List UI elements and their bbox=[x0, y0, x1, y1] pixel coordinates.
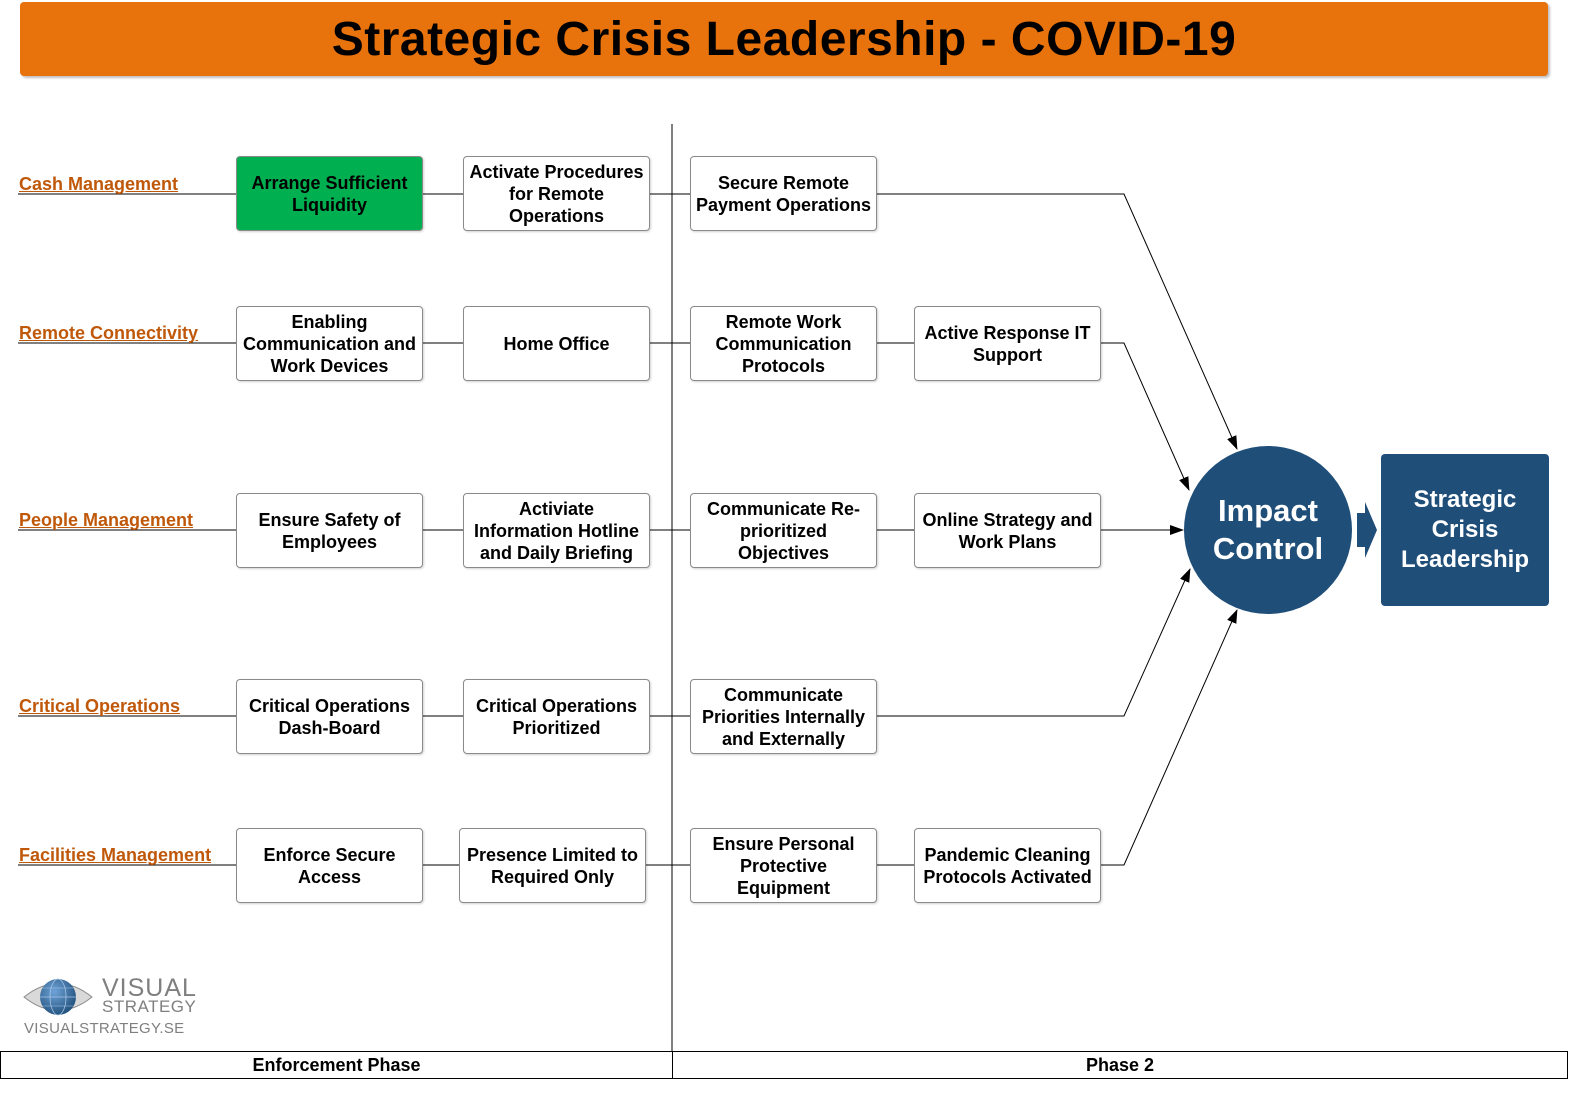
box-communicate-priorities: Communicate Priorities Internally and Ex… bbox=[690, 679, 877, 754]
box-ensure-safety-employees: Ensure Safety of Employees bbox=[236, 493, 423, 568]
logo-url: VISUALSTRATEGY.SE bbox=[24, 1020, 185, 1037]
row-label-people-management[interactable]: People Management bbox=[19, 510, 194, 530]
logo-line-2: STRATEGY bbox=[102, 997, 197, 1016]
arrow-to-impact bbox=[1101, 609, 1238, 866]
box-communicate-objectives: Communicate Re-prioritized Objectives bbox=[690, 493, 877, 568]
row-label-critical-operations[interactable]: Critical Operations bbox=[19, 696, 181, 716]
box-arrange-sufficient-liquidity: Arrange Sufficient Liquidity bbox=[236, 156, 423, 231]
row-label-cash-management[interactable]: Cash Management bbox=[19, 174, 179, 194]
arrow-to-impact bbox=[877, 568, 1191, 717]
box-information-hotline: Activiate Information Hotline and Daily … bbox=[463, 493, 650, 568]
box-protective-equipment: Ensure Personal Protective Equipment bbox=[690, 828, 877, 903]
arrow-to-impact bbox=[1101, 342, 1190, 491]
box-pandemic-cleaning: Pandemic Cleaning Protocols Activated bbox=[914, 828, 1101, 903]
box-secure-remote-payment: Secure Remote Payment Operations bbox=[690, 156, 877, 231]
title-bar: Strategic Crisis Leadership - COVID-19 bbox=[20, 2, 1548, 76]
phase-2: Phase 2 bbox=[1085, 1054, 1155, 1075]
phase-enforcement: Enforcement Phase bbox=[1, 1052, 673, 1078]
logo-line-1: VISUAL bbox=[102, 974, 197, 1002]
box-enabling-communication-devices: Enabling Communication and Work Devices bbox=[236, 306, 423, 381]
visual-strategy-logo: VISUAL STRATEGY VISUALSTRATEGY.SE bbox=[22, 972, 202, 1042]
box-presence-limited: Presence Limited to Required Only bbox=[459, 828, 646, 903]
box-operations-dashboard: Critical Operations Dash-Board bbox=[236, 679, 423, 754]
result-label: Strategic Crisis Leadership bbox=[1400, 486, 1530, 573]
box-active-response-it: Active Response IT Support bbox=[914, 306, 1101, 381]
box-remote-work-protocols: Remote Work Communication Protocols bbox=[690, 306, 877, 381]
impact-control-label: Impact Control bbox=[1212, 493, 1324, 566]
row-label-remote-connectivity[interactable]: Remote Connectivity bbox=[19, 323, 199, 343]
box-online-strategy: Online Strategy and Work Plans bbox=[914, 493, 1101, 568]
strategic-crisis-leadership-box: Strategic Crisis Leadership bbox=[1381, 454, 1549, 606]
box-activate-remote-procedures: Activate Procedures for Remote Operation… bbox=[463, 156, 650, 231]
box-home-office: Home Office bbox=[463, 306, 650, 381]
result-arrow-icon bbox=[1357, 502, 1377, 558]
eye-globe-icon bbox=[23, 978, 93, 1016]
page-title: Strategic Crisis Leadership - COVID-19 bbox=[331, 12, 1237, 66]
phase-bar: Enforcement Phase Phase 2 bbox=[0, 1051, 1568, 1079]
box-enforce-secure-access: Enforce Secure Access bbox=[236, 828, 423, 903]
row-label-facilities-management[interactable]: Facilities Management bbox=[19, 845, 212, 865]
impact-control-node: Impact Control bbox=[1184, 446, 1352, 614]
box-operations-prioritized: Critical Operations Prioritized bbox=[463, 679, 650, 754]
